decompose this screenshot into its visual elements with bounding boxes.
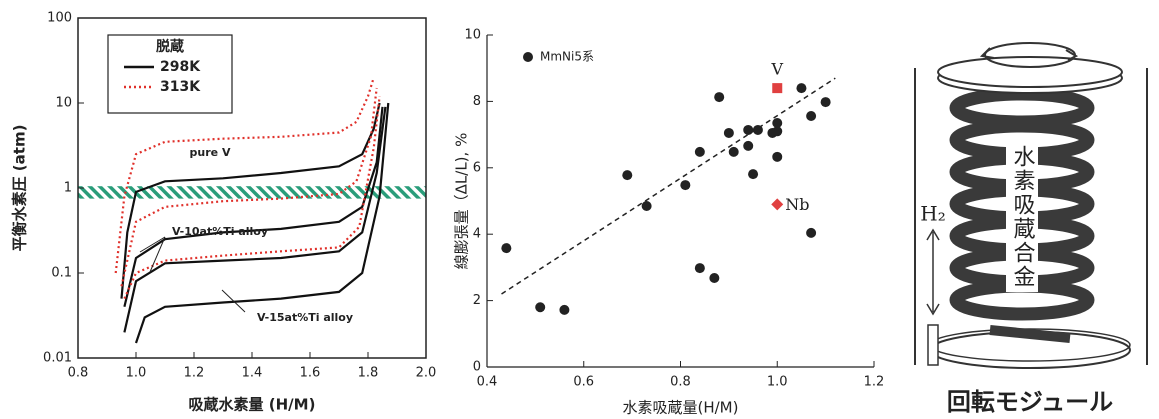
point: [743, 125, 753, 135]
y-tick-label: 4: [473, 227, 481, 242]
y-tick-label: 0.1: [51, 266, 72, 281]
figure: 水素吸蔵合金 H₂ 回転モジュール 0.8 1.0 1.2 1.4 1.6 1.8 2.0 0…: [0, 0, 1159, 419]
curve: [122, 103, 380, 299]
caption: 回転モジュール: [947, 388, 1113, 416]
x-tick-label: 1.6: [300, 366, 321, 381]
y-tick-label: 10: [464, 28, 481, 43]
x-axis-label: 水素吸蔵量(H/M): [623, 399, 739, 417]
x-tick-label: 0.8: [670, 375, 691, 390]
point: [748, 169, 758, 179]
y-tick-label: 2: [473, 293, 481, 308]
annotation: V-15at%Ti alloy: [257, 311, 353, 324]
point: [806, 111, 816, 121]
gas-label: H₂: [920, 202, 945, 226]
legend-label: MmNi5系: [540, 50, 594, 64]
alloy-label: 水素吸蔵合金: [1010, 145, 1036, 289]
point: [772, 126, 782, 136]
top-disk: [938, 57, 1122, 87]
point: [806, 228, 816, 238]
annotation: pure V: [190, 146, 231, 159]
point: [535, 302, 545, 312]
x-tick-label: 1.2: [184, 366, 205, 381]
point: [709, 273, 719, 283]
curve: [136, 103, 388, 343]
point: [642, 201, 652, 211]
highlight-label: Nb: [785, 195, 809, 214]
y-tick-label: 8: [473, 94, 481, 109]
x-tick-label: 2.0: [416, 366, 437, 381]
x-tick-label: 1.0: [767, 375, 788, 390]
trend-line: [502, 78, 836, 294]
y-axis-label: 平衡水素圧 (atm): [11, 125, 29, 252]
point: [772, 152, 782, 162]
y-tick-label: 0.01: [43, 351, 72, 366]
x-tick-label: 0.8: [68, 366, 89, 381]
point: [501, 243, 511, 253]
point: [559, 305, 569, 315]
point: [821, 97, 831, 107]
point: [743, 141, 753, 151]
x-tick-label: 1.8: [358, 366, 379, 381]
x-axis-label: 吸蔵水素量 (H/M): [189, 396, 316, 414]
point: [724, 128, 734, 138]
legend-label: 313K: [160, 79, 201, 95]
point: [714, 92, 724, 102]
x-tick-label: 1.0: [126, 366, 147, 381]
point: [695, 263, 705, 273]
point: [695, 147, 705, 157]
legend-title: 脱蔵: [156, 38, 184, 55]
highlight-point: [771, 198, 783, 210]
point: [622, 170, 632, 180]
point: [680, 180, 690, 190]
coil-end: [990, 330, 1070, 338]
x-tick-label: 1.2: [864, 375, 885, 390]
x-tick-label: 0.6: [573, 375, 594, 390]
annotation: V-10at%Ti alloy: [172, 225, 268, 238]
legend-marker: [523, 52, 533, 62]
x-tick-label: 1.4: [242, 366, 263, 381]
y-axis-label: 線膨張量（ΔL/L), %: [453, 133, 471, 270]
point: [753, 125, 763, 135]
highlight-label: V: [770, 60, 783, 79]
y-tick-label: 0: [473, 360, 481, 375]
y-tick-label: 10: [55, 96, 72, 111]
x-tick-label: 0.4: [477, 375, 498, 390]
point: [796, 83, 806, 93]
highlight-point: [772, 83, 782, 93]
point: [729, 147, 739, 157]
gas-pipe: [928, 325, 938, 365]
y-tick-label: 6: [473, 160, 481, 175]
y-tick-label: 100: [47, 11, 72, 26]
y-tick-label: 1: [64, 181, 72, 196]
curve: [124, 107, 385, 333]
legend-label: 298K: [160, 59, 201, 75]
